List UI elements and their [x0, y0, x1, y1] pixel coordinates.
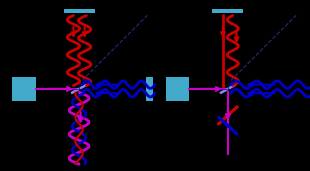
FancyBboxPatch shape	[146, 77, 153, 101]
FancyBboxPatch shape	[212, 9, 243, 13]
FancyBboxPatch shape	[64, 9, 95, 13]
FancyBboxPatch shape	[166, 77, 189, 101]
FancyBboxPatch shape	[12, 77, 36, 101]
